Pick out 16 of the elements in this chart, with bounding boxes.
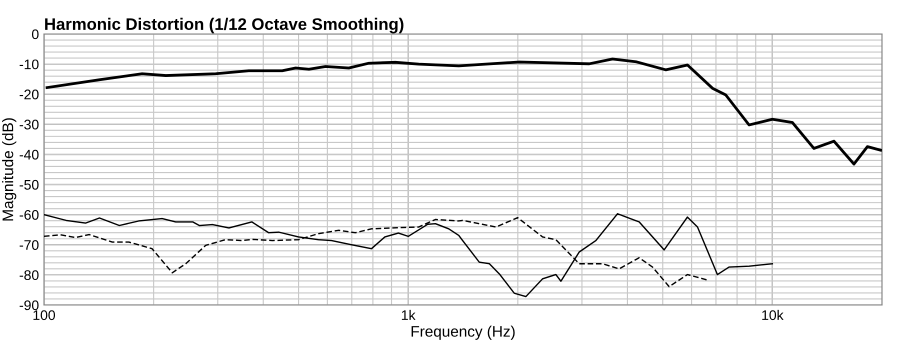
- y-tick-label: -30: [20, 120, 39, 130]
- y-tick-label: -10: [20, 59, 39, 70]
- y-tick-label: -40: [20, 150, 39, 160]
- x-axis-title: Frequency (Hz): [412, 326, 515, 340]
- y-tick-label: -50: [20, 180, 39, 190]
- y-tick-label: -80: [20, 270, 39, 280]
- chart-title: Harmonic Distortion (1/12 Octave Smoothing): [45, 18, 404, 34]
- y-tick-label: -60: [20, 210, 39, 220]
- y-axis-title: Magnitude (dB): [2, 118, 16, 220]
- y-tick-label: -90: [20, 300, 39, 310]
- y-tick-label: 0: [32, 29, 39, 40]
- y-tick-label: -20: [20, 90, 39, 100]
- x-tick-label: 1k: [402, 310, 416, 320]
- y-tick-label: -70: [20, 240, 39, 250]
- x-tick-label: 100: [33, 310, 56, 320]
- x-tick-label: 10k: [762, 310, 784, 320]
